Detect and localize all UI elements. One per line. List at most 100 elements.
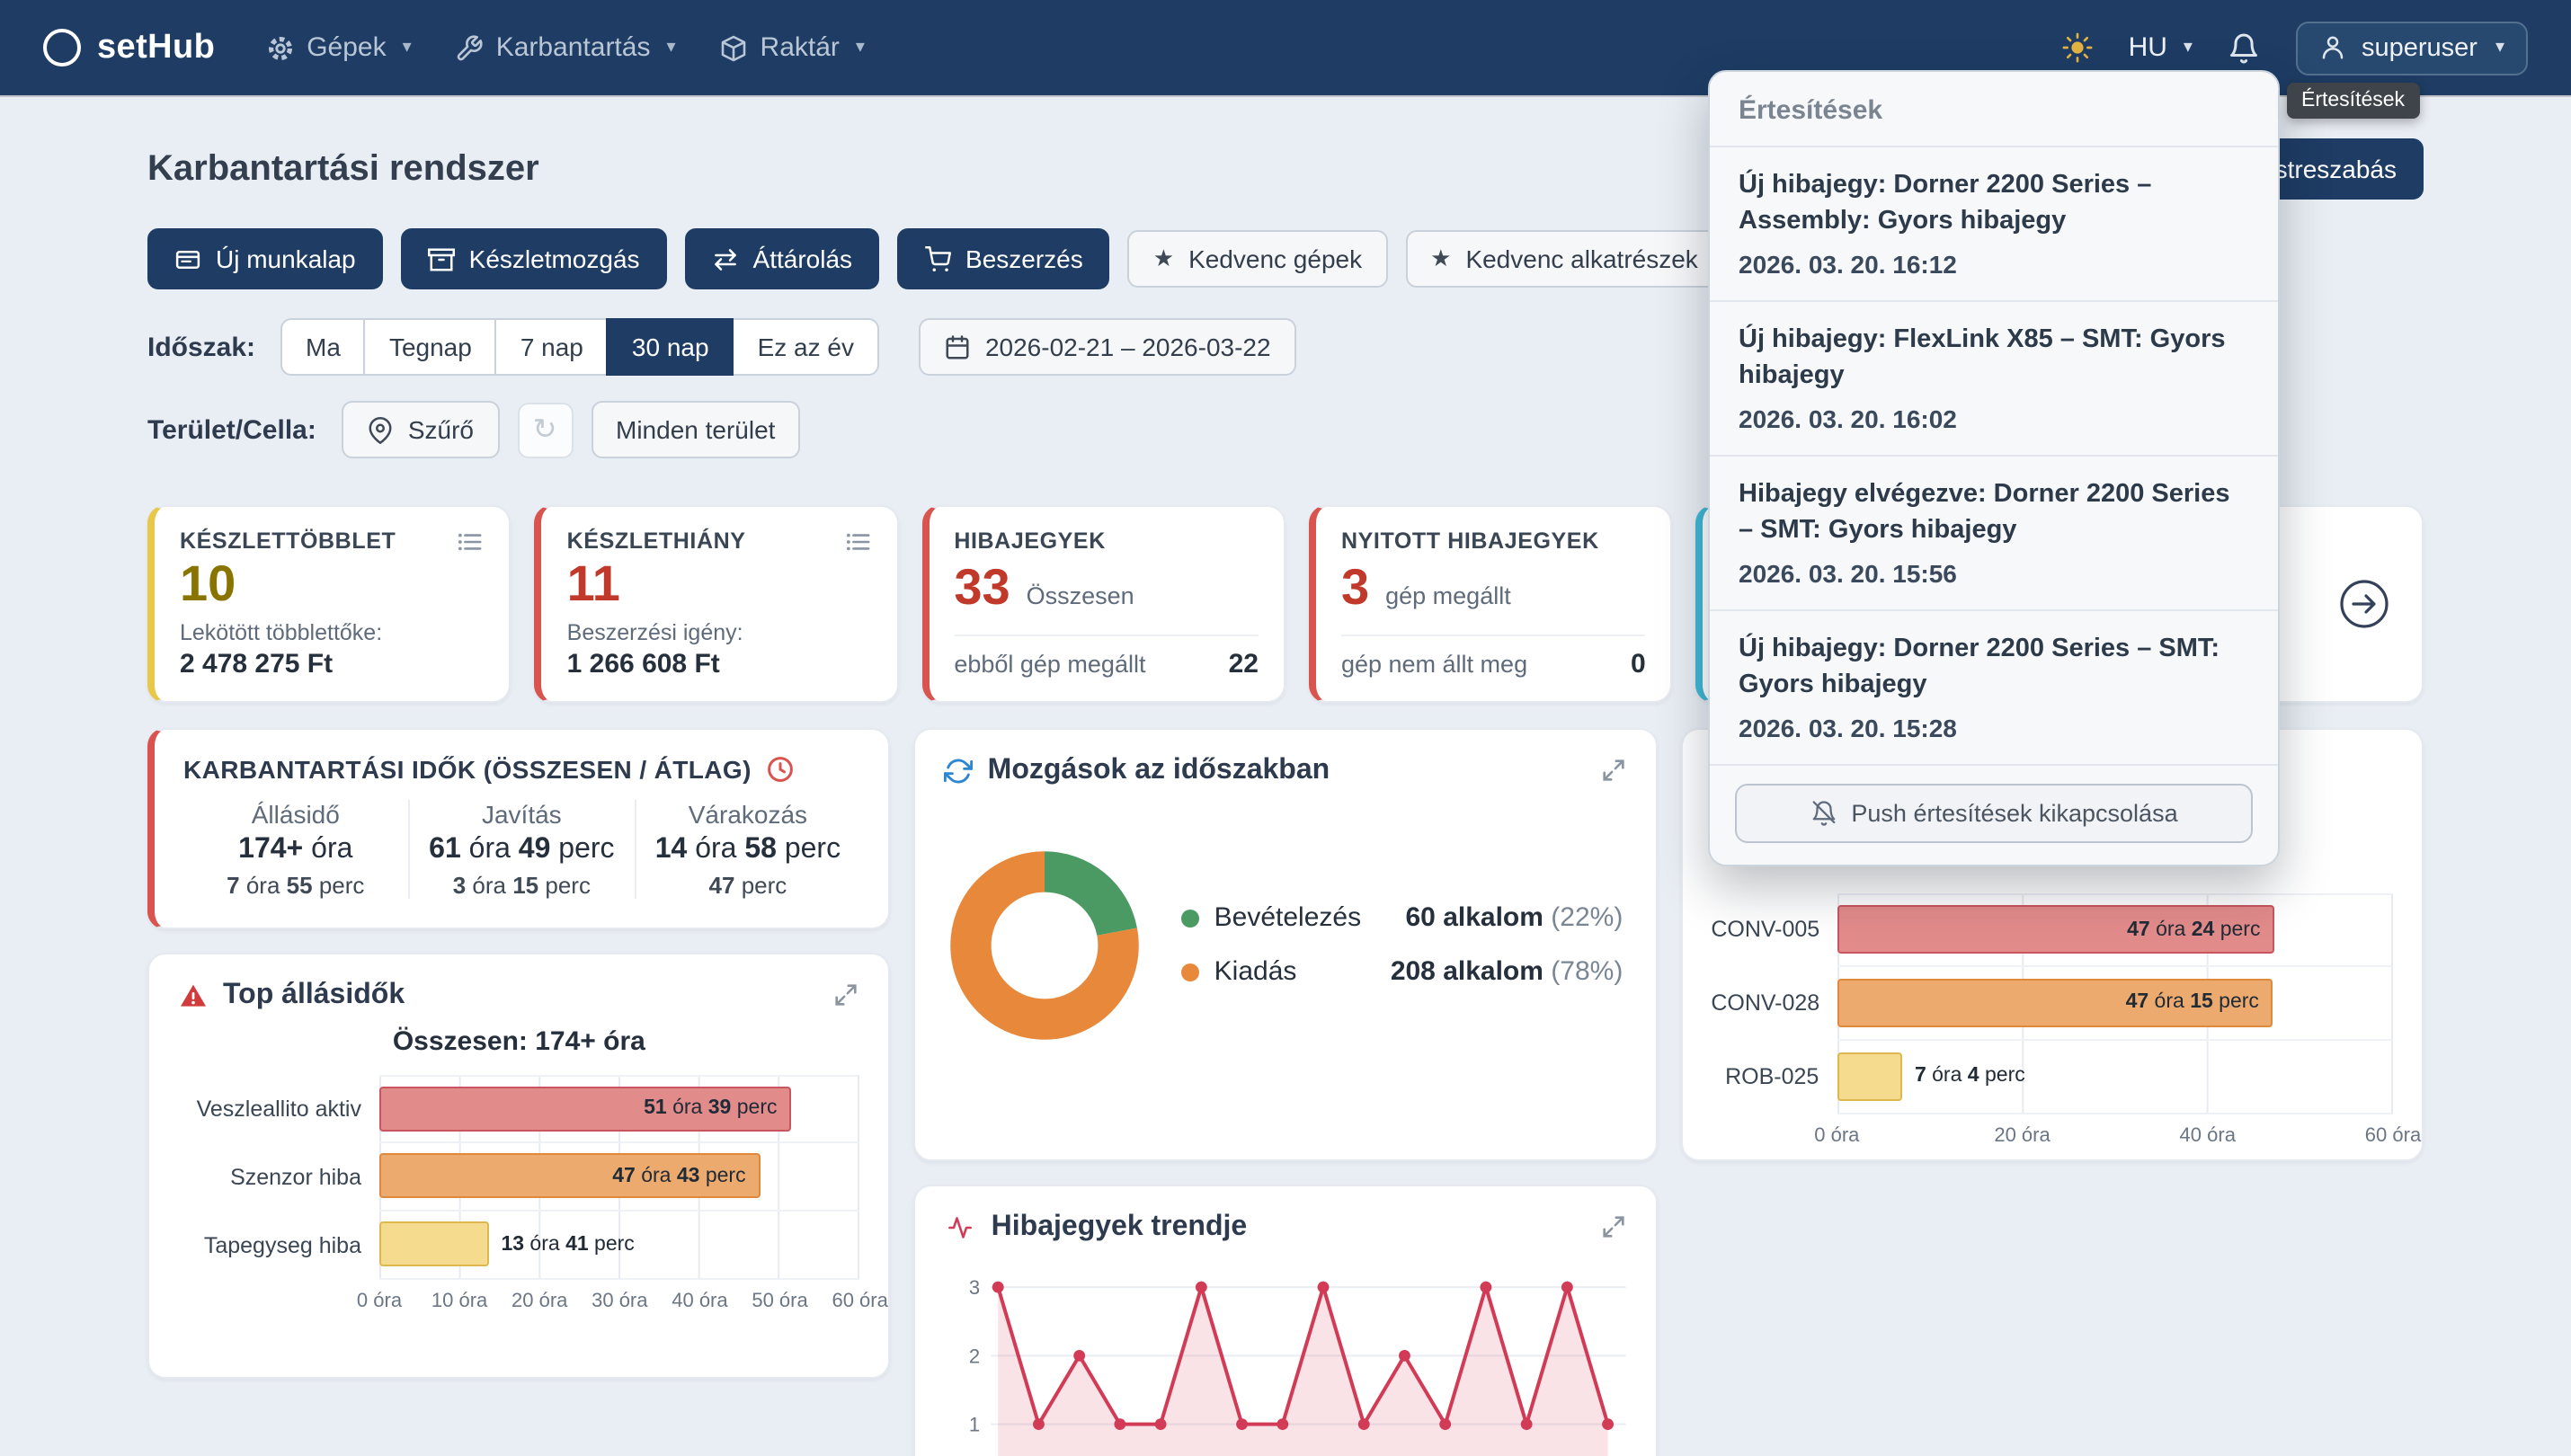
expand-button[interactable] — [833, 982, 860, 1009]
nav-menu-warehouse[interactable]: Raktár ▾ — [719, 32, 865, 63]
trend-point — [1521, 1417, 1534, 1430]
user-icon — [2323, 36, 2344, 59]
mute-push-notifications-button[interactable]: Push értesítések kikapcsolása — [1735, 784, 2253, 843]
bar: 47 óra 15 perc — [1837, 978, 2273, 1027]
wrench-icon — [457, 34, 483, 60]
nav-menu-maintenance[interactable]: Karbantartás ▾ — [455, 32, 676, 63]
nav-menu-machines[interactable]: Gépek ▾ — [265, 32, 412, 63]
y-tick-label: 3 — [970, 1276, 981, 1299]
bell-slash-icon — [1812, 801, 1835, 826]
new-worksheet-button[interactable]: Új munkalap — [147, 228, 383, 289]
favorite-machines-button[interactable]: ★ Kedvenc gépek — [1127, 230, 1388, 288]
period-option-ez-az-ev[interactable]: Ez az év — [732, 318, 879, 376]
notification-text: Új hibajegy: Dorner 2200 Series – SMT: G… — [1739, 635, 2220, 699]
trend-area — [998, 1286, 1609, 1456]
trend-point — [1358, 1417, 1371, 1430]
button-label: Minden terület — [616, 415, 776, 444]
expand-button[interactable] — [1599, 1214, 1626, 1241]
expand-button[interactable] — [1599, 758, 1626, 785]
period-option-30nap[interactable]: 30 nap — [606, 318, 734, 376]
date-range-button[interactable]: 2026-02-21 – 2026-03-22 — [918, 318, 1296, 376]
kpi-card-stock-shortage[interactable]: KÉSZLETHIÁNY 11 Beszerzési igény: 1 266 … — [534, 505, 899, 703]
bar: 13 óra 41 perc — [379, 1221, 635, 1267]
notification-text: Új hibajegy: Dorner 2200 Series – Assemb… — [1739, 171, 2152, 235]
favorite-parts-button[interactable]: ★ Kedvenc alkatrészek — [1405, 230, 1723, 288]
arrow-right-circle-icon[interactable] — [2339, 579, 2389, 629]
theme-toggle-button[interactable] — [2062, 32, 2093, 63]
kpi-foot-label: ebből gép megállt — [954, 650, 1146, 678]
y-tick-label: 1 — [970, 1413, 981, 1435]
trend-line — [996, 1280, 1611, 1431]
navbar-right: HU ▾ superuser ▾ — [2062, 21, 2528, 75]
star-icon: ★ — [1152, 244, 1175, 271]
times-label: Állásidő — [251, 799, 340, 829]
axis-tick-label: 30 óra — [592, 1290, 648, 1312]
donut-row: Bevételezés 60 alkalom (22%) Kiadás 208 alk… — [945, 848, 1627, 1043]
user-menu-button[interactable]: superuser ▾ — [2296, 21, 2528, 75]
kpi-value-label: Összesen — [1026, 582, 1134, 609]
kpi-title: KÉSZLETHIÁNY — [566, 528, 746, 554]
trend-chart-wrap: 1 2 3 — [945, 1258, 1627, 1456]
axis-tick-label: 50 óra — [752, 1290, 808, 1312]
axis-tick-label: 60 óra — [2364, 1124, 2422, 1147]
axis-tick-label: 40 óra — [2179, 1124, 2236, 1147]
kpi-card-tickets[interactable]: HIBAJEGYEK 33 Összesen ebből gép megállt… — [921, 505, 1286, 703]
movements-card: Mozgások az időszakban Bevételezés 60 alk… — [913, 727, 1658, 1161]
navbar-left: setHub Gépek ▾ Karbantartás ▾ Raktár ▾ — [43, 28, 865, 67]
times-average: 47 perc — [708, 871, 787, 899]
area-filter-button[interactable]: Szűrő — [341, 401, 499, 458]
transfer-button[interactable]: Áttárolás — [684, 228, 880, 289]
area-label: Terület/Cella: — [147, 414, 316, 445]
list-icon — [846, 532, 869, 550]
bar-category-label: ROB-025 — [1725, 1064, 1819, 1090]
legend-label: Bevételezés — [1181, 903, 1361, 934]
stock-movement-button[interactable]: Készletmozgás — [400, 228, 667, 289]
bar-value-label: 13 óra 41 perc — [501, 1233, 635, 1256]
bar-axis: 0 óra 10 óra 20 óra 30 óra 40 óra 50 óra 60 ór… — [357, 1290, 888, 1319]
notification-item[interactable]: Új hibajegy: Dorner 2200 Series – SMT: G… — [1710, 611, 2278, 766]
bar: 47 óra 43 perc — [379, 1153, 761, 1199]
sun-icon — [2062, 32, 2092, 63]
seg-label: Ma — [306, 333, 341, 361]
axis-tick-label: 20 óra — [512, 1290, 568, 1312]
all-areas-button[interactable]: Minden terület — [591, 401, 801, 458]
button-label: Áttárolás — [752, 244, 853, 273]
times-col-repair: Javítás 61 óra 49 perc 3 óra 15 perc — [407, 799, 635, 899]
axis-tick-label: 10 óra — [431, 1290, 488, 1312]
expand-icon — [1602, 759, 1624, 782]
reset-area-filter-button[interactable]: ↻ — [517, 402, 573, 457]
times-col-downtime: Állásidő 174+ óra 7 óra 55 perc — [183, 800, 408, 899]
kpi-sub-value: 2 478 275 Ft — [180, 648, 334, 679]
language-selector[interactable]: HU ▾ — [2129, 32, 2193, 63]
brand-logo[interactable]: setHub — [43, 28, 215, 67]
period-option-ma[interactable]: Ma — [280, 318, 366, 376]
period-filter-row: Időszak: Ma Tegnap 7 nap 30 nap Ez az év… — [147, 318, 2424, 376]
bar-row: Tapegyseg hiba 13 óra 41 perc — [178, 1211, 860, 1280]
seg-label: 30 nap — [631, 333, 709, 361]
star-icon: ★ — [1430, 244, 1452, 271]
top-downtimes-card: Top állásidők Összesen: 174+ óra Veszlea… — [147, 952, 891, 1379]
procurement-button[interactable]: Beszerzés — [897, 228, 1110, 289]
times-average: 7 óra 55 perc — [227, 871, 365, 899]
notification-item[interactable]: Új hibajegy: FlexLink X85 – SMT: Gyors h… — [1710, 302, 2278, 457]
kpi-sub-value: 1 266 608 Ft — [566, 648, 720, 679]
notification-item[interactable]: Új hibajegy: Dorner 2200 Series – Assemb… — [1710, 147, 2278, 302]
list-icon — [458, 532, 483, 550]
machine-downtimes-bar-chart: CONV-005 47 óra 24 perc CONV-028 47 óra 15 … — [1711, 892, 2421, 1154]
language-code: HU — [2128, 32, 2167, 63]
kpi-card-stock-surplus[interactable]: KÉSZLETTÖBBLET 10 Lekötött többlettőke: … — [147, 505, 512, 703]
notifications-panel: Értesítések Új hibajegy: Dorner 2200 Ser… — [1708, 70, 2280, 866]
kpi-value-label: gép megállt — [1385, 582, 1511, 609]
kpi-card-open-tickets[interactable]: NYITOTT HIBAJEGYEK 3 gép megállt gép nem… — [1308, 505, 1673, 703]
bar-row: ROB-025 7 óra 4 perc — [1711, 1040, 2393, 1114]
notification-item[interactable]: Hibajegy elvégezve: Dorner 2200 Series –… — [1710, 457, 2278, 611]
bell-icon — [2230, 32, 2258, 63]
package-icon — [721, 34, 745, 61]
period-option-tegnap[interactable]: Tegnap — [363, 318, 497, 376]
period-option-7nap[interactable]: 7 nap — [494, 318, 609, 376]
trend-point — [1602, 1417, 1615, 1430]
notifications-bell-button[interactable] — [2228, 31, 2261, 64]
card-header: KARBANTARTÁSI IDŐK (ÖSSZESEN / ÁTLAG) — [183, 755, 860, 784]
warning-icon — [181, 984, 206, 1007]
user-name: superuser — [2361, 33, 2478, 62]
